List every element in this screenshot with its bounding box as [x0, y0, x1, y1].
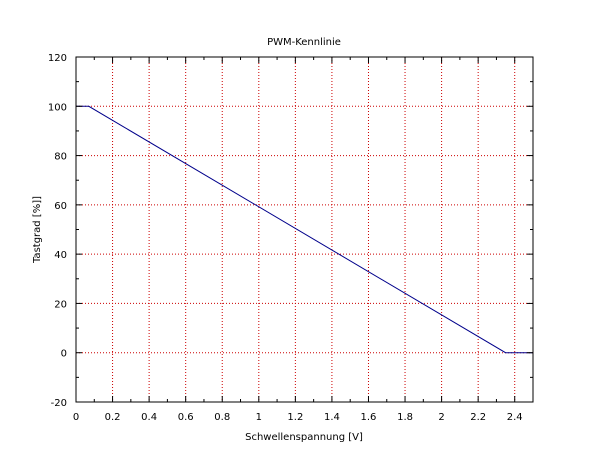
- chart-title: PWM-Kennlinie: [267, 37, 341, 48]
- y-tick-label: 60: [54, 201, 67, 212]
- y-tick-label: 20: [54, 299, 67, 310]
- y-tick-label: -20: [51, 398, 67, 409]
- x-tick-label: 1.4: [324, 412, 340, 423]
- y-axis-label: Tastgrad [%]]: [32, 196, 43, 264]
- x-tick-label: 0.6: [178, 412, 194, 423]
- x-tick-label: 1.6: [361, 412, 377, 423]
- x-tick-label: 1: [256, 412, 262, 423]
- y-tick-label: 120: [48, 53, 67, 64]
- y-tick-label: 80: [54, 152, 67, 163]
- x-tick-label: 0.4: [141, 412, 157, 423]
- y-tick-label: 40: [54, 250, 67, 261]
- x-axis-label: Schwellenspannung [V]: [245, 432, 363, 443]
- x-tick-label: 0.2: [105, 412, 121, 423]
- x-tick-label: 2.4: [507, 412, 523, 423]
- x-tick-label: 2: [438, 412, 444, 423]
- y-tick-label: 100: [48, 102, 67, 113]
- x-tick-label: 1.8: [397, 412, 413, 423]
- series-line: [76, 105, 533, 354]
- ticks: 0 0.2 0.4 0.6 0.8 1 1.2 1.4 1.6 1.8 2 2.2 2.4 -20 0 20 4…: [48, 53, 533, 423]
- grid: [76, 57, 533, 402]
- series-layer: [76, 105, 533, 354]
- x-tick-label: 0: [73, 412, 79, 423]
- x-tick-label: 2.2: [470, 412, 486, 423]
- x-tick-label: 1.2: [287, 412, 303, 423]
- y-tick-label: 0: [61, 349, 67, 360]
- x-tick-label: 0.8: [214, 412, 230, 423]
